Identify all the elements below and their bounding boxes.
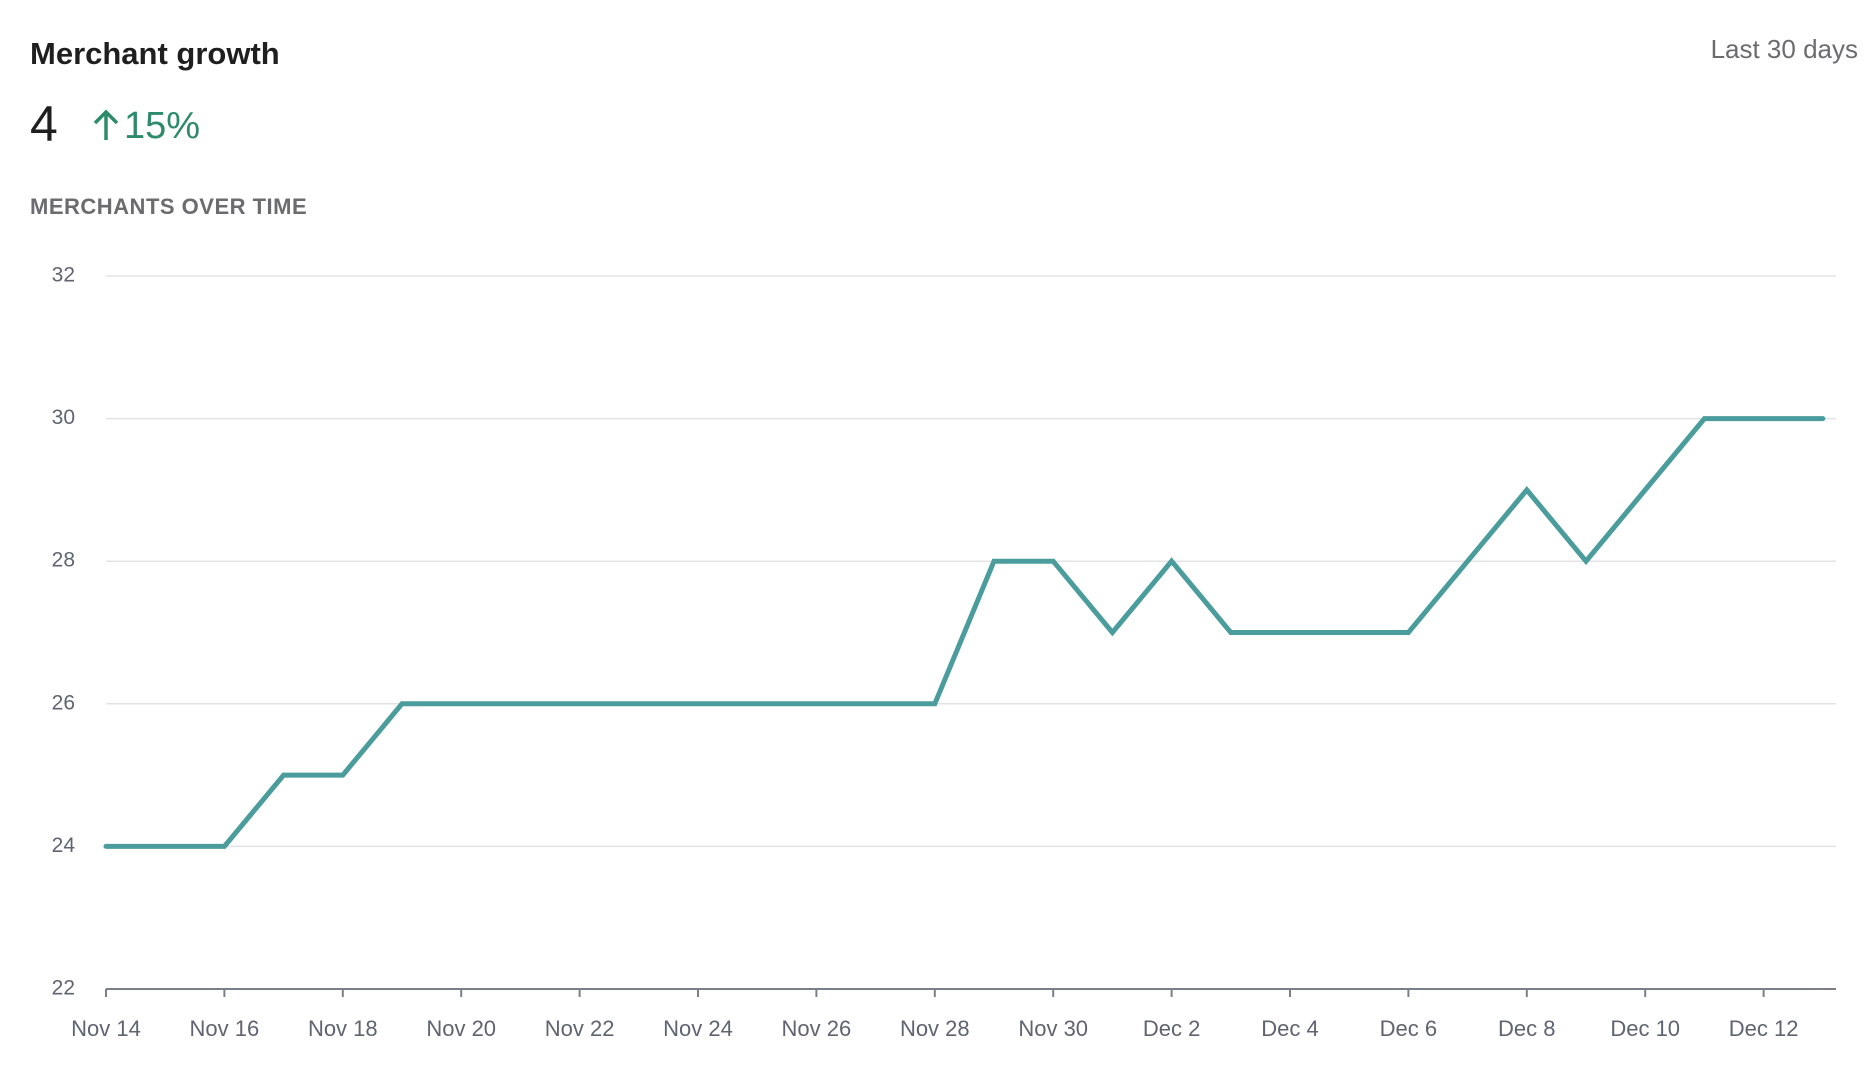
x-tick-label: Nov 20	[426, 1016, 496, 1041]
y-tick-label: 24	[52, 834, 76, 857]
x-tick-label: Dec 12	[1729, 1016, 1799, 1041]
y-tick-label: 22	[52, 977, 75, 1000]
x-tick-label: Dec 8	[1498, 1016, 1555, 1041]
x-tick-label: Nov 28	[900, 1016, 970, 1041]
up-arrow	[93, 109, 119, 140]
x-tick-label: Dec 6	[1380, 1016, 1437, 1041]
metric: 4	[30, 96, 58, 152]
x-tick-label: Nov 30	[1018, 1016, 1088, 1041]
y-tick-label: 26	[52, 691, 75, 714]
x-tick-label: Nov 26	[782, 1016, 852, 1041]
x-tick-label: Nov 24	[663, 1016, 733, 1041]
chart-title: Merchant growth	[30, 36, 280, 71]
period: Last 30 days	[1711, 34, 1858, 64]
y-tick-label: 32	[52, 264, 75, 287]
x-tick-label: Dec 2	[1143, 1016, 1200, 1041]
x-tick-label: Nov 18	[308, 1016, 378, 1041]
chart-subtitle: MERCHANTS OVER TIME	[30, 194, 307, 219]
y-tick-label: 28	[52, 549, 75, 572]
y-tick-label: 30	[52, 406, 75, 429]
x-tick-label: Dec 10	[1610, 1016, 1680, 1041]
x-tick-label: Nov 22	[545, 1016, 615, 1041]
x-tick-label: Nov 14	[71, 1016, 141, 1041]
change: 15%	[124, 105, 200, 147]
x-tick-label: Dec 4	[1261, 1016, 1318, 1041]
x-tick-label: Nov 16	[190, 1016, 260, 1041]
data-line	[103, 416, 1826, 849]
